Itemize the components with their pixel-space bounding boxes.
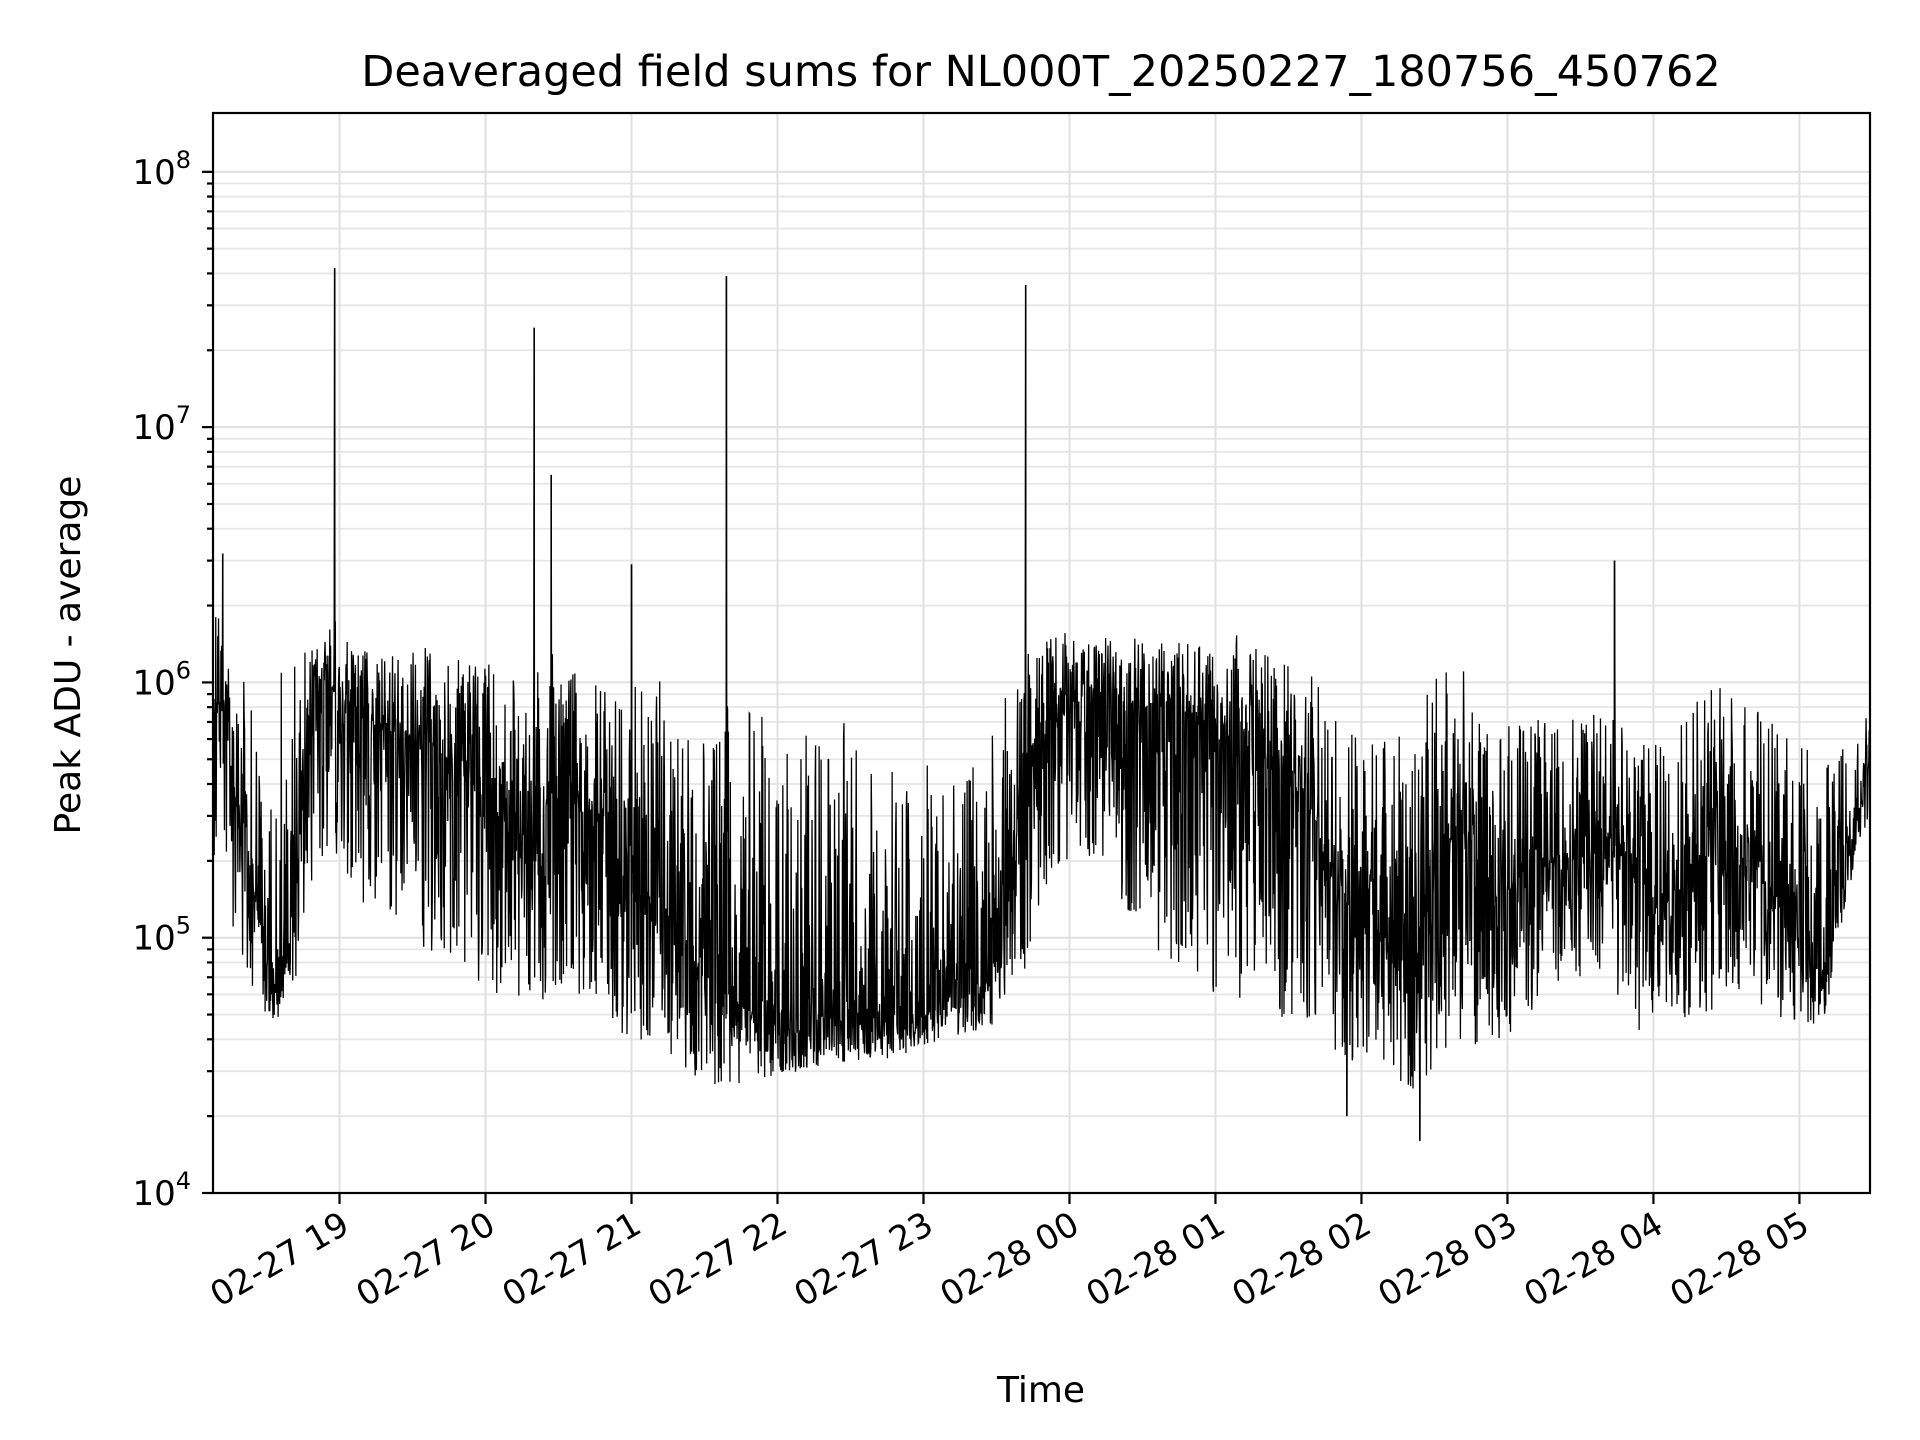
x-tick-label: 02-28 05: [1664, 1204, 1816, 1315]
x-tick-label: 02-28 00: [934, 1204, 1086, 1315]
x-axis-label: Time: [996, 1370, 1085, 1411]
x-tick-label: 02-27 19: [204, 1204, 356, 1315]
x-tick-label: 02-27 20: [350, 1204, 502, 1315]
y-tick-label: 107: [132, 401, 191, 448]
x-tick-label: 02-27 21: [496, 1204, 648, 1315]
x-tick-label: 02-27 22: [642, 1204, 794, 1315]
x-tick-label: 02-28 04: [1518, 1204, 1670, 1315]
y-tick-label: 106: [132, 656, 191, 703]
y-axis-label: Peak ADU - average: [48, 476, 89, 835]
y-tick-label: 104: [132, 1167, 191, 1214]
y-axis: 104 105 106 107 108: [132, 146, 213, 1214]
y-tick-label: 105: [132, 912, 191, 959]
chart-title: Deaveraged field sums for NL000T_2025022…: [361, 47, 1721, 97]
x-tick-label: 02-28 01: [1080, 1204, 1232, 1315]
series-layer: [213, 268, 1870, 1141]
x-tick-label: 02-28 03: [1372, 1204, 1524, 1315]
series-line: [213, 268, 1870, 1141]
grid: [213, 113, 1870, 1194]
x-tick-label: 02-27 23: [788, 1204, 940, 1315]
x-tick-label: 02-28 02: [1226, 1204, 1378, 1315]
plot-frame: [211, 111, 1872, 1195]
y-tick-label: 108: [132, 146, 191, 193]
